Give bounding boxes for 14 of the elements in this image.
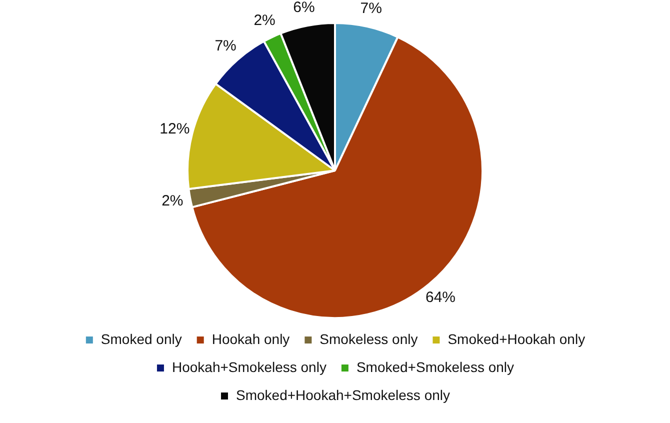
- data-label: 7%: [214, 37, 236, 54]
- legend-label: Hookah+Smokeless only: [172, 358, 326, 375]
- legend-label: Hookah only: [212, 330, 290, 347]
- data-label: 7%: [360, 0, 382, 18]
- data-label: 2%: [162, 192, 184, 210]
- legend-label: Smoked+Smokeless only: [356, 358, 514, 375]
- legend-label: Smoked only: [100, 330, 182, 347]
- legend-label: Smoked+Hookah only: [448, 330, 586, 347]
- data-label: 12%: [160, 120, 190, 138]
- data-label: 64%: [425, 289, 456, 306]
- data-label: 6%: [293, 0, 315, 16]
- legend-label: Smokeless only: [320, 330, 418, 347]
- legend-label: Smoked+Hookah+Smokeless only: [236, 386, 450, 403]
- data-label: 2%: [254, 12, 276, 29]
